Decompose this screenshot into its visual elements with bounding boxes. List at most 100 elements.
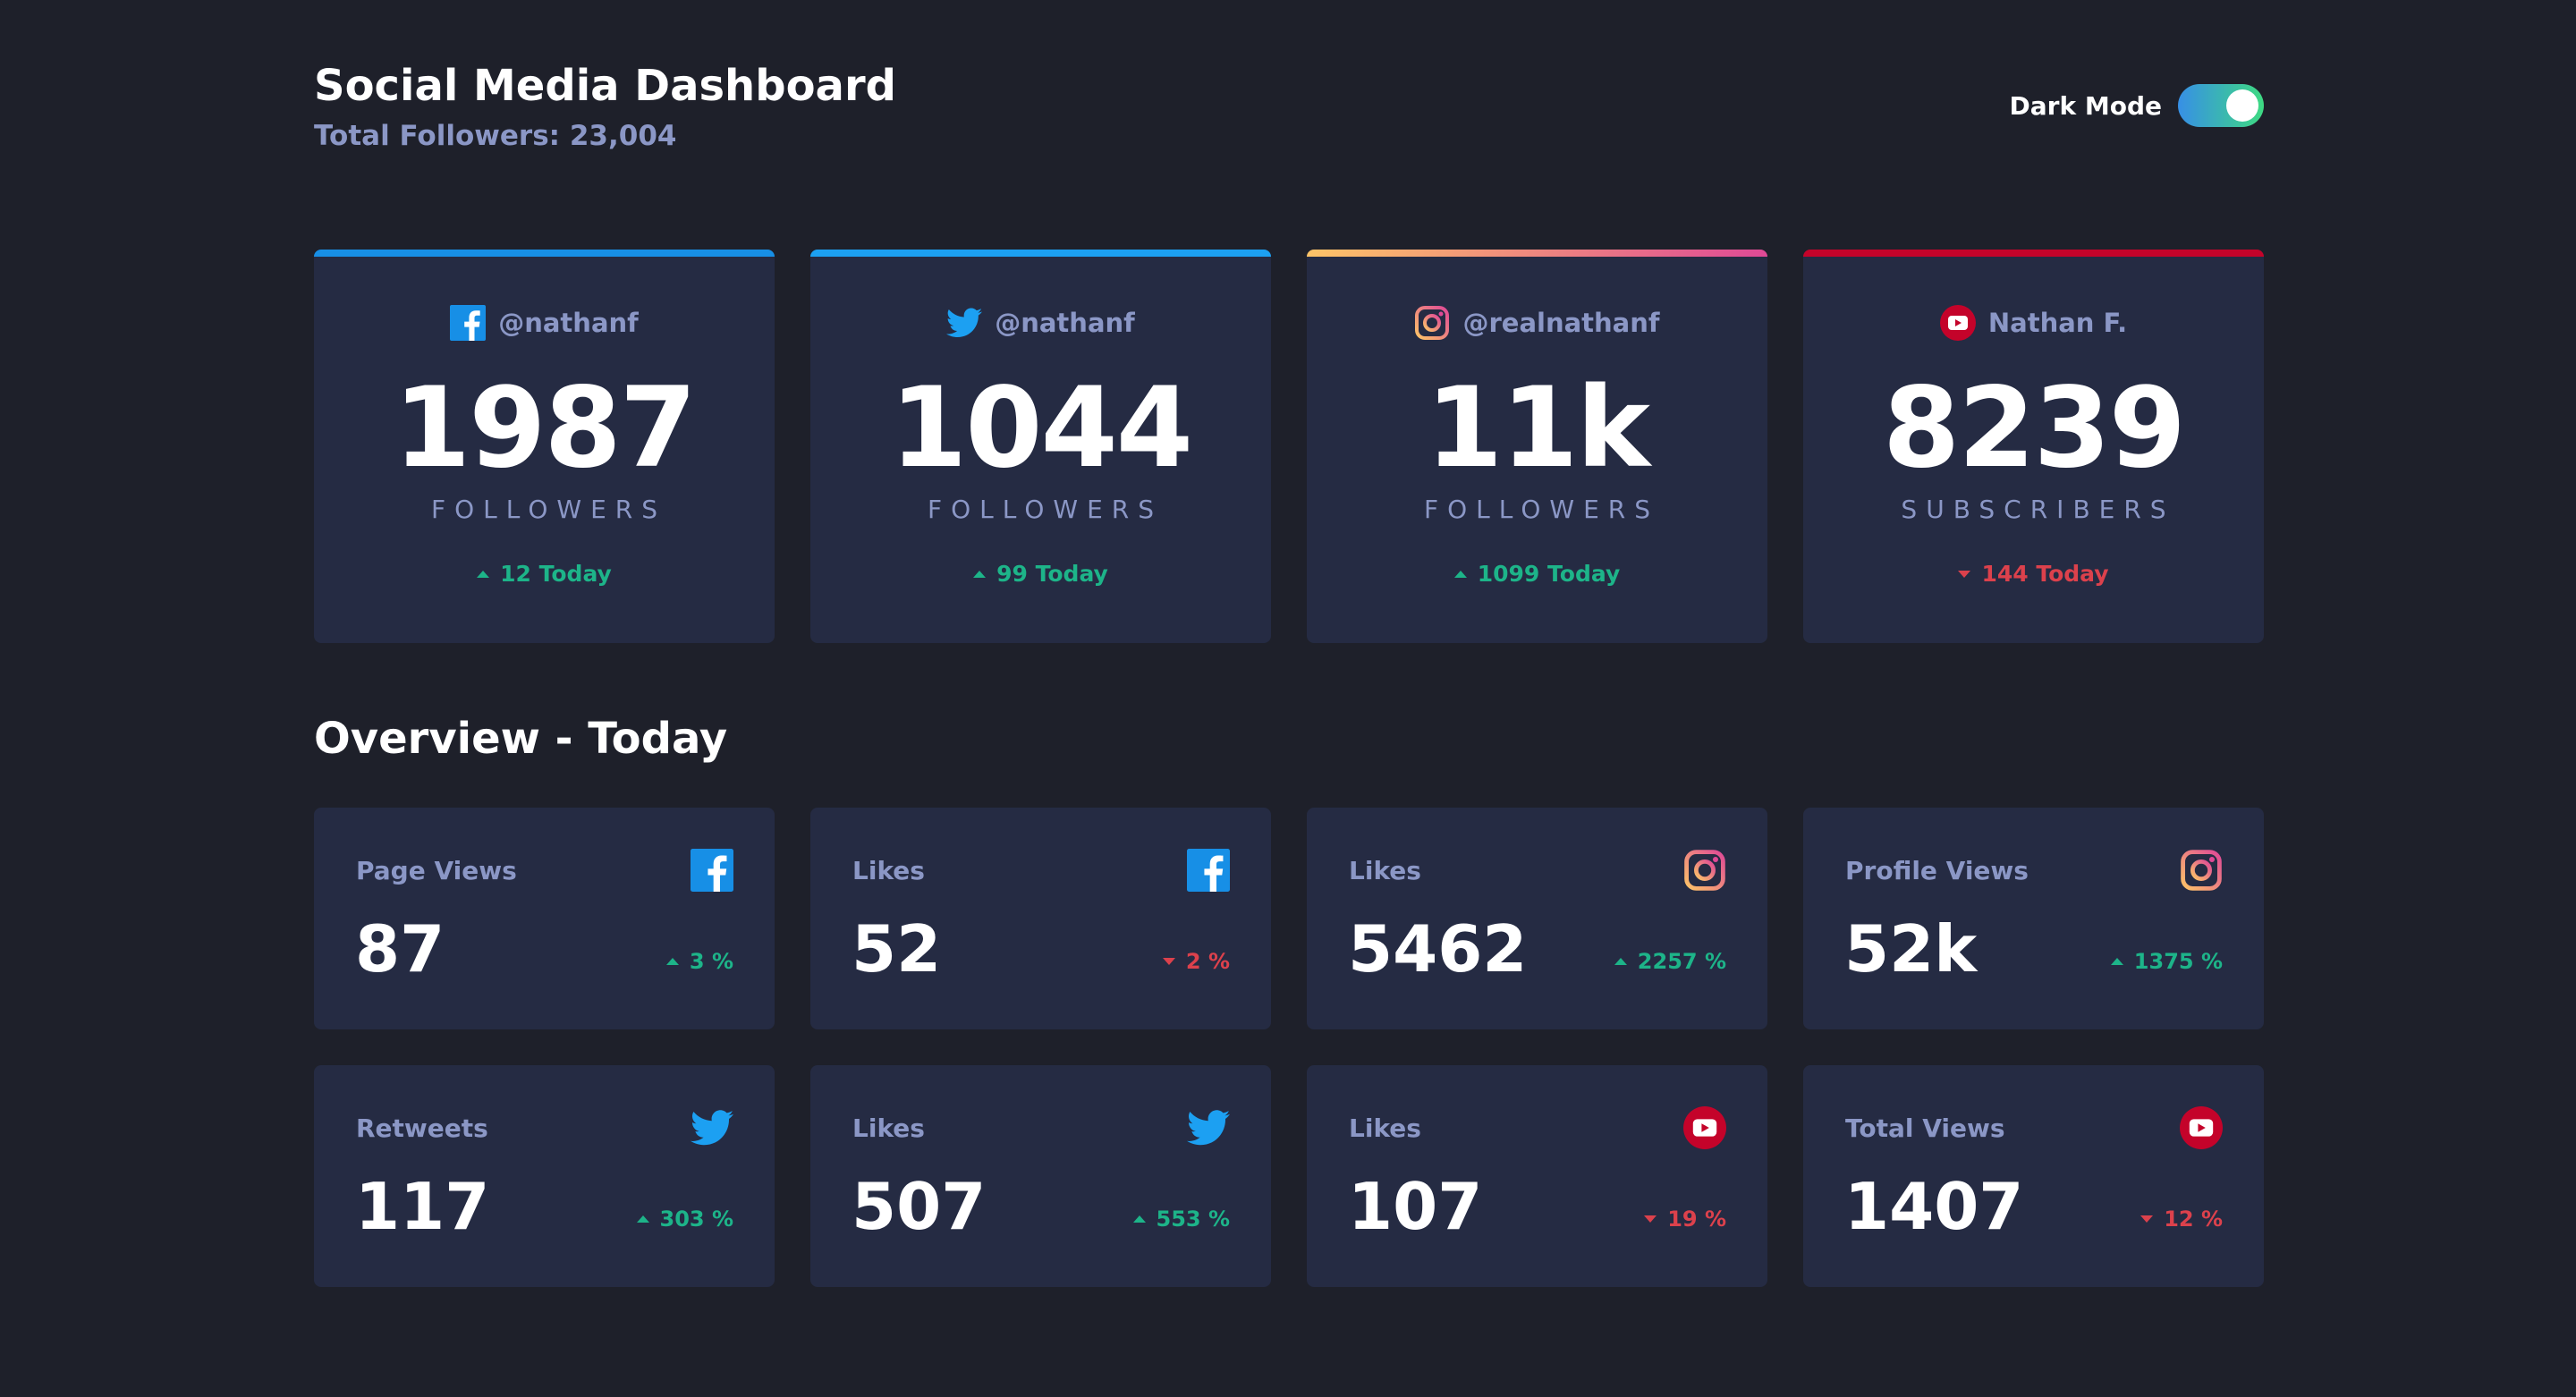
overview-card[interactable]: Retweets 117 303 % (314, 1065, 775, 1287)
card-header: @nathanf (810, 303, 1271, 343)
card-change: 1099 Today (1307, 561, 1767, 587)
overview-value: 107 (1348, 1169, 1483, 1244)
overview-value: 117 (355, 1169, 490, 1244)
overview-change-text: 1375 % (2133, 949, 2223, 974)
card-change: 12 Today (314, 561, 775, 587)
youtube-icon (1939, 305, 1976, 341)
facebook-icon (1187, 849, 1230, 892)
card-label: FOLLOWERS (431, 495, 666, 524)
facebook-icon (691, 849, 733, 892)
overview-change: 12 % (2140, 1206, 2223, 1232)
overview-label: Profile Views (1845, 856, 2029, 885)
overview-label: Likes (1349, 1113, 1421, 1143)
youtube-icon (2180, 1106, 2223, 1149)
overview-card[interactable]: Likes 5462 2257 % (1307, 808, 1767, 1029)
card-label: FOLLOWERS (1424, 495, 1659, 524)
overview-value: 1407 (1844, 1169, 2024, 1244)
card-change: 144 Today (1803, 561, 2264, 587)
arrow-down-icon (1958, 570, 1971, 578)
card-handle: @nathanf (498, 308, 639, 338)
youtube-icon (1683, 1106, 1726, 1149)
card-handle: @realnathanf (1462, 308, 1660, 338)
overview-change: 303 % (636, 1206, 734, 1232)
arrow-up-icon (1453, 570, 1467, 578)
overview-label: Likes (852, 1113, 925, 1143)
card-accent-bar (810, 250, 1271, 257)
overview-label: Retweets (356, 1113, 488, 1143)
overview-value: 52 (852, 911, 942, 986)
overview-change-text: 3 % (689, 949, 733, 974)
card-change-text: 12 Today (500, 561, 612, 587)
overview-card[interactable]: Likes 52 2 % (810, 808, 1271, 1029)
follower-cards: @nathanf 1987 FOLLOWERS 12 Today @nathan… (314, 250, 2264, 643)
dark-mode-control: Dark Mode (2010, 84, 2264, 127)
instagram-icon (2180, 849, 2223, 892)
card-count: 11k (1425, 364, 1650, 493)
card-header: @nathanf (314, 303, 775, 343)
overview-value: 5462 (1348, 911, 1528, 986)
overview-value: 507 (852, 1169, 987, 1244)
arrow-up-icon (665, 958, 679, 965)
overview-card[interactable]: Profile Views 52k 1375 % (1803, 808, 2264, 1029)
total-followers: Total Followers: 23,004 (314, 120, 677, 152)
card-accent-bar (314, 250, 775, 257)
card-count: 1987 (393, 364, 697, 493)
header: Social Media Dashboard Total Followers: … (314, 55, 2264, 163)
overview-change-text: 2257 % (1637, 949, 1726, 974)
overview-card[interactable]: Likes 107 19 % (1307, 1065, 1767, 1287)
dark-mode-toggle[interactable] (2178, 84, 2264, 127)
dark-mode-label: Dark Mode (2009, 90, 2162, 121)
card-change-text: 144 Today (1981, 561, 2109, 587)
page-title: Social Media Dashboard (314, 61, 896, 111)
twitter-icon (1187, 1106, 1230, 1149)
arrow-up-icon (1614, 958, 1627, 965)
overview-change-text: 553 % (1156, 1206, 1231, 1232)
arrow-up-icon (2110, 958, 2123, 965)
card-facebook[interactable]: @nathanf 1987 FOLLOWERS 12 Today (314, 250, 775, 643)
overview-change-text: 303 % (659, 1206, 734, 1232)
facebook-icon (450, 305, 487, 341)
twitter-icon (946, 308, 983, 338)
card-count: 1044 (889, 364, 1193, 493)
arrow-up-icon (973, 570, 987, 578)
card-handle: @nathanf (995, 308, 1135, 338)
instagram-icon (1683, 849, 1726, 892)
card-handle: Nathan F. (1987, 308, 2128, 338)
overview-card[interactable]: Likes 507 553 % (810, 1065, 1271, 1287)
overview-change: 19 % (1644, 1206, 1726, 1232)
overview-change-text: 12 % (2164, 1206, 2223, 1232)
overview-card[interactable]: Page Views 87 3 % (314, 808, 775, 1029)
overview-change-text: 2 % (1185, 949, 1230, 974)
card-header: @realnathanf (1307, 303, 1767, 343)
overview-card[interactable]: Total Views 1407 12 % (1803, 1065, 2264, 1287)
overview-change: 3 % (665, 949, 733, 974)
card-header: Nathan F. (1803, 303, 2264, 343)
card-youtube[interactable]: Nathan F. 8239 SUBSCRIBERS 144 Today (1803, 250, 2264, 643)
card-count: 8239 (1882, 364, 2186, 493)
card-instagram[interactable]: @realnathanf 11k FOLLOWERS 1099 Today (1307, 250, 1767, 643)
card-twitter[interactable]: @nathanf 1044 FOLLOWERS 99 Today (810, 250, 1271, 643)
card-accent-bar (1307, 250, 1767, 257)
overview-label: Total Views (1845, 1113, 2005, 1143)
card-label: FOLLOWERS (928, 495, 1163, 524)
overview-label: Likes (852, 856, 925, 885)
twitter-icon (691, 1106, 733, 1149)
card-accent-bar (1803, 250, 2264, 257)
overview-change-text: 19 % (1667, 1206, 1726, 1232)
card-change-text: 99 Today (996, 561, 1108, 587)
overview-value: 52k (1844, 911, 1978, 986)
card-change-text: 1099 Today (1477, 561, 1621, 587)
card-change: 99 Today (810, 561, 1271, 587)
overview-title: Overview - Today (314, 714, 728, 764)
overview-value: 87 (355, 911, 445, 986)
overview-label: Page Views (356, 856, 517, 885)
overview-change: 2257 % (1614, 949, 1726, 974)
card-label: SUBSCRIBERS (1901, 495, 2175, 524)
arrow-up-icon (636, 1215, 649, 1223)
arrow-up-icon (1132, 1215, 1146, 1223)
overview-change: 1375 % (2110, 949, 2223, 974)
arrow-down-icon (1644, 1215, 1657, 1223)
arrow-down-icon (1162, 958, 1175, 965)
overview-change: 2 % (1162, 949, 1230, 974)
arrow-down-icon (2140, 1215, 2154, 1223)
